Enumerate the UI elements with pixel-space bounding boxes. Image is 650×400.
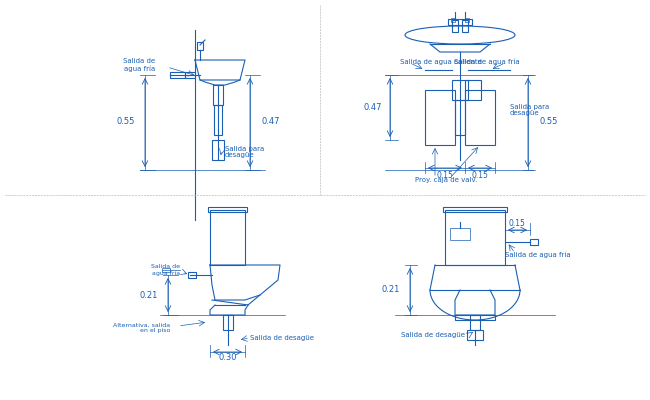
- Bar: [470, 315, 480, 330]
- Bar: [170, 72, 185, 78]
- Text: Salida de desagüe: Salida de desagüe: [401, 332, 465, 338]
- Bar: [214, 105, 222, 135]
- Bar: [455, 100, 465, 135]
- Text: Salida de
agua fría: Salida de agua fría: [123, 58, 155, 72]
- Text: Salida de agua caliente: Salida de agua caliente: [400, 59, 482, 65]
- Bar: [210, 210, 245, 265]
- Text: 0.47: 0.47: [262, 118, 281, 126]
- Bar: [425, 90, 455, 145]
- Bar: [451, 18, 455, 22]
- Text: 0.55: 0.55: [116, 118, 135, 126]
- Bar: [223, 315, 233, 330]
- Bar: [455, 315, 495, 320]
- Text: 0.15: 0.15: [437, 170, 454, 180]
- Text: Salida de agua fría: Salida de agua fría: [454, 59, 520, 65]
- Bar: [452, 20, 458, 32]
- Text: 0.21: 0.21: [140, 290, 158, 300]
- Text: Salida de desagüe: Salida de desagüe: [250, 335, 314, 341]
- Bar: [452, 80, 468, 100]
- Bar: [462, 20, 468, 32]
- Text: Salida para
desagüe: Salida para desagüe: [510, 104, 549, 116]
- Bar: [185, 72, 195, 78]
- Text: Salida de
agua fría: Salida de agua fría: [151, 264, 180, 276]
- Bar: [213, 85, 223, 105]
- Bar: [448, 19, 472, 25]
- Bar: [530, 239, 538, 245]
- Bar: [212, 140, 224, 160]
- Text: 0.47: 0.47: [363, 102, 382, 112]
- Text: Alternativa, salida
en el piso: Alternativa, salida en el piso: [113, 322, 170, 334]
- Bar: [208, 207, 247, 212]
- Text: 0.21: 0.21: [382, 286, 400, 294]
- Text: 0.15: 0.15: [471, 170, 488, 180]
- Bar: [450, 228, 470, 240]
- Bar: [445, 210, 505, 265]
- Text: Salida para
desagüe: Salida para desagüe: [225, 146, 265, 158]
- Bar: [197, 42, 203, 50]
- Bar: [188, 272, 196, 278]
- Text: Salida de agua fría: Salida de agua fría: [505, 252, 571, 258]
- Text: 0.15: 0.15: [508, 218, 525, 228]
- Bar: [162, 268, 170, 272]
- Bar: [467, 330, 483, 340]
- Bar: [443, 207, 507, 212]
- Text: 0.55: 0.55: [540, 118, 558, 126]
- Bar: [465, 18, 469, 22]
- Text: Proy. caja de valv.: Proy. caja de valv.: [415, 177, 477, 183]
- Text: 0.30: 0.30: [219, 354, 237, 362]
- Bar: [465, 90, 495, 145]
- Bar: [465, 80, 481, 100]
